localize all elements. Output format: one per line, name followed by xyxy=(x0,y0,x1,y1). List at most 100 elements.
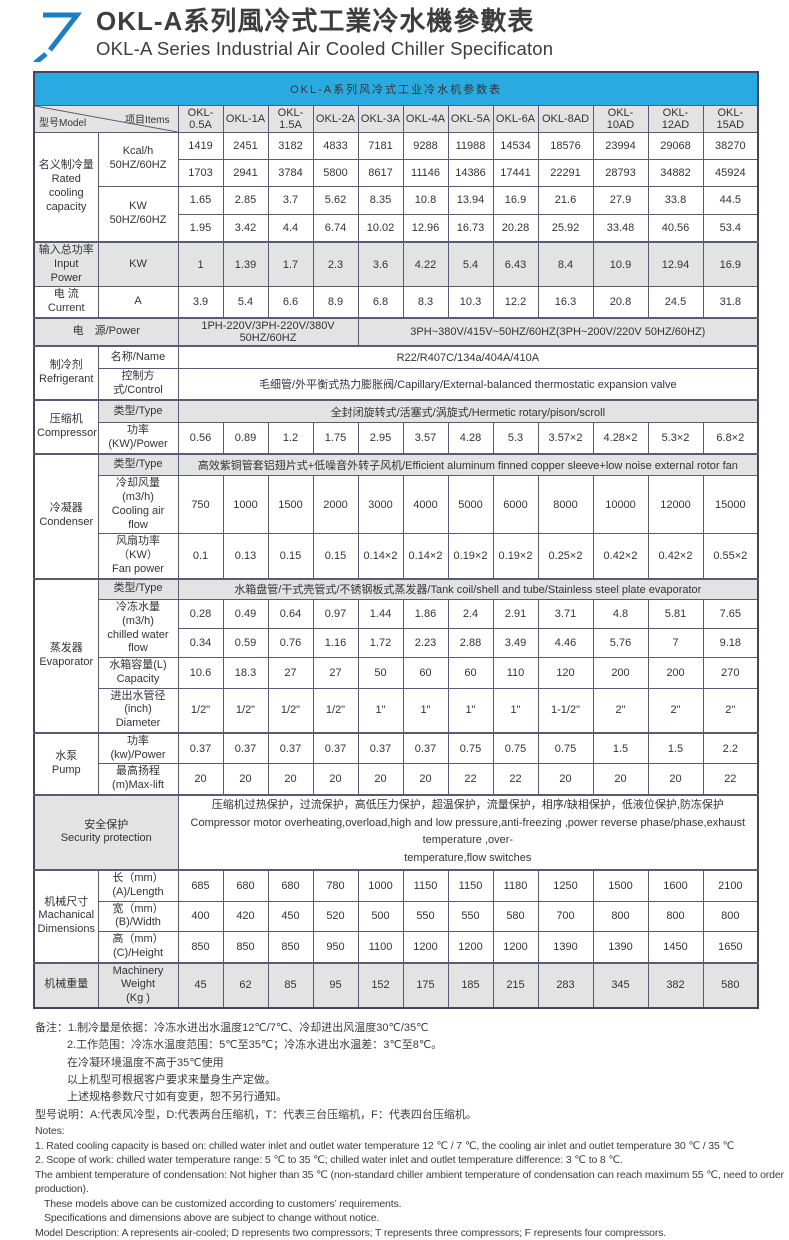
row-label-condenser: 冷凝器 Condenser xyxy=(33,452,99,579)
spec-value-cell: 21.6 xyxy=(537,185,594,215)
spec-value-cell: 0.59 xyxy=(222,628,269,658)
spec-value-cell: 5000 xyxy=(447,475,494,535)
security-protection-value: 压缩机过热保护，过流保护，高低压力保护，超温保护，流量保护，相序/缺相保护，低液… xyxy=(177,793,759,871)
spec-value-cell: 20 xyxy=(647,763,704,796)
spec-value-cell: 1.5 xyxy=(592,731,649,765)
spec-value-cell: 7 xyxy=(647,628,704,658)
spec-value-cell: 4000 xyxy=(402,475,449,535)
spec-value-cell: 1" xyxy=(357,687,404,734)
spec-value-cell: 2.3 xyxy=(312,241,359,288)
sub-label-length: 长（mm）(A)/Length xyxy=(97,869,179,902)
spec-value-cell: 0.1 xyxy=(177,533,224,579)
spec-value-cell: 1/2" xyxy=(177,687,224,734)
spec-value-cell: 1.86 xyxy=(402,599,449,629)
spec-value-cell: 1" xyxy=(447,687,494,734)
spec-value-cell: 500 xyxy=(357,900,404,932)
spec-value-cell: 4.28×2 xyxy=(592,422,649,455)
refrigerant-name-value: R22/R407C/134a/404A/410A xyxy=(177,344,759,370)
spec-value-cell: 2.2 xyxy=(702,731,759,765)
spec-value-cell: 8.4 xyxy=(537,241,594,288)
unit-kcal: Kcal/h 50HZ/60HZ xyxy=(97,131,179,187)
spec-value-cell: 0.37 xyxy=(177,731,224,765)
spec-value-cell: 12.96 xyxy=(402,213,449,243)
notes-section: 备注：1.制冷量是依据：冷冻水进出水温度12℃/7℃、冷却进出风温度30℃/35… xyxy=(35,1020,789,1240)
spec-value-cell: 8.3 xyxy=(402,286,449,319)
row-label-weight: 机械重量 xyxy=(33,961,99,1009)
spec-value-cell: 2100 xyxy=(702,869,759,902)
spec-value-cell: 85 xyxy=(267,961,314,1009)
spec-value-cell: 1703 xyxy=(177,158,224,187)
spec-value-cell: 1200 xyxy=(492,931,539,963)
spec-value-cell: 45924 xyxy=(702,158,759,187)
spec-value-cell: 580 xyxy=(702,961,759,1009)
spec-value-cell: 22 xyxy=(702,763,759,796)
spec-value-cell: 345 xyxy=(592,961,649,1009)
note-line: 上述规格参数尺寸如有变更，恕不另行通知。 xyxy=(67,1091,287,1104)
spec-value-cell: 1000 xyxy=(222,475,269,535)
spec-value-cell: 5.4 xyxy=(447,241,494,288)
model-header-cell: OKL-1.5A xyxy=(267,104,314,133)
spec-value-cell: 20.28 xyxy=(492,213,539,243)
spec-value-cell: 0.42×2 xyxy=(592,533,649,579)
page-title-en: OKL-A Series Industrial Air Cooled Chill… xyxy=(96,37,554,59)
spec-value-cell: 5.81 xyxy=(647,599,704,629)
spec-value-cell: 10.3 xyxy=(447,286,494,319)
spec-value-cell: 13.94 xyxy=(447,185,494,215)
spec-value-cell: 6.6 xyxy=(267,286,314,319)
spec-value-cell: 31.8 xyxy=(702,286,759,319)
spec-value-cell: 16.73 xyxy=(447,213,494,243)
spec-value-cell: 2.91 xyxy=(492,599,539,629)
spec-value-cell: 16.3 xyxy=(537,286,594,319)
spec-value-cell: 16.9 xyxy=(702,241,759,288)
title-block: OKL-A系列風冷式工業冷水機參數表 OKL-A Series Industri… xyxy=(96,6,554,60)
spec-value-cell: 1.2 xyxy=(267,422,314,455)
spec-value-cell: 382 xyxy=(647,961,704,1009)
note-line: 1. Rated cooling capacity is based on: c… xyxy=(35,1139,735,1152)
spec-value-cell: 1150 xyxy=(402,869,449,902)
logo-arrow-icon xyxy=(33,12,83,62)
spec-value-cell: 53.4 xyxy=(702,213,759,243)
spec-value-cell: 0.37 xyxy=(267,731,314,765)
spec-value-cell: 0.75 xyxy=(492,731,539,765)
spec-value-cell: 1-1/2" xyxy=(537,687,594,734)
spec-value-cell: 2941 xyxy=(222,158,269,187)
spec-value-cell: 16.9 xyxy=(492,185,539,215)
unit-kw: KW 50HZ/60HZ xyxy=(97,185,179,243)
spec-value-cell: 270 xyxy=(702,657,759,689)
spec-value-cell: 3.57 xyxy=(402,422,449,455)
spec-value-cell: 1500 xyxy=(267,475,314,535)
spec-value-cell: 3.7 xyxy=(267,185,314,215)
spec-value-cell: 29068 xyxy=(647,131,704,160)
spec-value-cell: 1" xyxy=(402,687,449,734)
spec-value-cell: 33.8 xyxy=(647,185,704,215)
spec-value-cell: 17441 xyxy=(492,158,539,187)
spec-value-cell: 95 xyxy=(312,961,359,1009)
spec-value-cell: 22 xyxy=(492,763,539,796)
row-label-refrigerant: 制冷剂 Refrigerant xyxy=(33,344,99,401)
spec-value-cell: 9.18 xyxy=(702,628,759,658)
spec-value-cell: 420 xyxy=(222,900,269,932)
spec-value-cell: 0.19×2 xyxy=(447,533,494,579)
spec-value-cell: 5.3 xyxy=(492,422,539,455)
model-header-cell: OKL-0.5A xyxy=(177,104,224,133)
spec-value-cell: 0.64 xyxy=(267,599,314,629)
sub-label-max-lift: 最高扬程(m)Max-lift xyxy=(97,763,179,796)
spec-value-cell: 0.14×2 xyxy=(402,533,449,579)
spec-value-cell: 6.8 xyxy=(357,286,404,319)
model-header-cell: OKL-2A xyxy=(312,104,359,133)
spec-value-cell: 1180 xyxy=(492,869,539,902)
spec-value-cell: 850 xyxy=(222,931,269,963)
spec-value-cell: 18.3 xyxy=(222,657,269,689)
spec-value-cell: 520 xyxy=(312,900,359,932)
power-source-single-phase: 1PH-220V/3PH-220V/380V 50HZ/60HZ xyxy=(177,316,359,347)
spec-value-cell: 4.4 xyxy=(267,213,314,243)
row-label-evaporator: 蒸发器 Evaporator xyxy=(33,577,99,734)
sub-label-evaporator-type: 类型/Type xyxy=(97,577,179,600)
spec-value-cell: 12.2 xyxy=(492,286,539,319)
spec-value-cell: 0.97 xyxy=(312,599,359,629)
spec-value-cell: 33.48 xyxy=(592,213,649,243)
row-label-power-source: 电 源/Power xyxy=(33,316,179,347)
spec-value-cell: 0.15 xyxy=(267,533,314,579)
spec-value-cell: 0.19×2 xyxy=(492,533,539,579)
sub-label-compressor-power: 功率(KW)/Power xyxy=(97,422,179,455)
